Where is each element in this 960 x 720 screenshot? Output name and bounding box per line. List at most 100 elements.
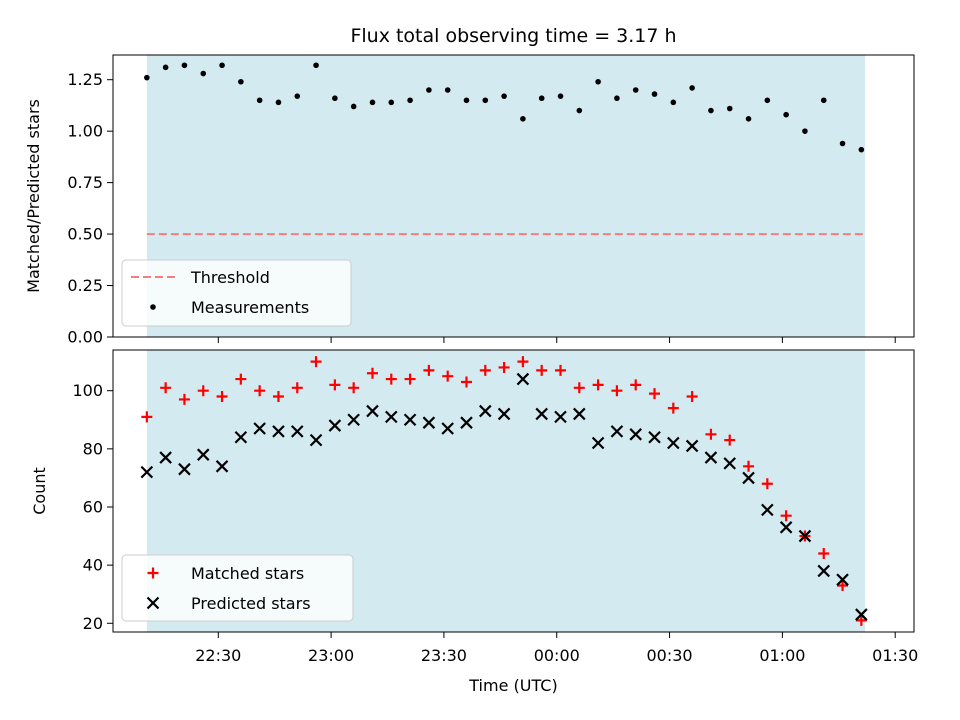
- predicted-star-point: [610, 425, 624, 438]
- top-y-tick-label: 0.00: [67, 328, 103, 347]
- matched-star-point: [555, 364, 567, 376]
- predicted-star-point: [497, 407, 511, 421]
- matched-star-point: [498, 361, 510, 373]
- predicted-star-point: [479, 404, 492, 418]
- top-plot-frame: [112, 54, 915, 338]
- matched-star-point: [818, 548, 830, 560]
- bottom-legend-box: [121, 554, 354, 622]
- matched-star-point: [442, 370, 454, 382]
- matched-star-point: [761, 478, 773, 490]
- measurement-point: [576, 107, 583, 114]
- predicted-star-point: [328, 419, 342, 432]
- bottom-x-tick-label: 00:30: [647, 646, 693, 665]
- matched-star-point: [366, 367, 378, 379]
- predicted-star-point: [196, 448, 210, 461]
- predicted-star-point: [290, 425, 304, 438]
- measurement-point: [181, 62, 188, 69]
- measurement-point: [764, 97, 771, 104]
- measurement-point: [708, 107, 714, 114]
- predicted-star-point: [629, 428, 642, 441]
- matched-star-point: [724, 434, 736, 446]
- measurement-point: [463, 97, 470, 104]
- matched-star-point: [649, 388, 661, 400]
- predicted-star-point: [761, 503, 774, 517]
- top-legend: Threshold Measurements: [121, 259, 352, 327]
- matched-star-point: [705, 428, 717, 440]
- legend-predicted-label: Predicted stars: [191, 594, 311, 613]
- legend-measurements-swatch: [150, 304, 156, 310]
- matched-star-point: [141, 411, 153, 423]
- bottom-legend: Matched stars Predicted stars: [121, 554, 354, 622]
- predicted-star-point: [422, 416, 436, 429]
- matched-star-point: [517, 356, 529, 368]
- predicted-star-point: [535, 407, 548, 421]
- chart-title: Flux total observing time = 3.17 h: [350, 25, 676, 47]
- predicted-star-point: [855, 608, 868, 621]
- matched-star-point: [536, 364, 548, 376]
- predicted-star-point: [516, 372, 530, 386]
- predicted-star-point: [272, 425, 285, 438]
- legend-predicted-swatch: [146, 596, 160, 610]
- measurement-point: [858, 146, 865, 153]
- predicted-star-point: [178, 462, 191, 476]
- measurement-point: [444, 87, 451, 93]
- bottom-x-tick-label: 23:00: [308, 646, 354, 665]
- measurement-point: [219, 62, 225, 69]
- predicted-star-point: [591, 436, 605, 450]
- bottom-plot-frame: [112, 349, 915, 633]
- measurement-point: [388, 99, 395, 106]
- measurement-point: [632, 87, 639, 93]
- measurement-point: [256, 97, 263, 104]
- measurement-point: [745, 116, 752, 122]
- matched-star-point: [423, 364, 435, 376]
- matched-star-point: [780, 510, 792, 522]
- predicted-star-point: [723, 457, 737, 470]
- legend-matched-swatch: [147, 567, 159, 579]
- measurement-point: [820, 97, 827, 104]
- measurement-point: [783, 111, 789, 118]
- matched-star-point: [216, 391, 228, 403]
- predicted-star-point: [779, 521, 793, 534]
- measurement-point: [726, 105, 733, 112]
- predicted-star-point: [573, 407, 586, 421]
- measurement-point: [557, 93, 564, 99]
- matched-star-point: [254, 385, 266, 397]
- matched-star-point: [404, 373, 416, 385]
- predicted-star-point: [385, 410, 398, 424]
- matched-star-point: [837, 579, 849, 591]
- bottom-x-tick-label: 23:30: [421, 646, 467, 665]
- measurement-point: [670, 99, 677, 106]
- matched-star-point: [178, 393, 190, 405]
- matched-star-point: [667, 402, 679, 414]
- measurement-point: [839, 140, 846, 147]
- measurement-point: [162, 64, 169, 71]
- matched-star-point: [348, 382, 360, 394]
- bottom-y-tick-label: 60: [83, 497, 103, 516]
- predicted-star-point: [403, 413, 417, 427]
- matched-star-point: [592, 379, 604, 391]
- measurement-point: [482, 97, 489, 104]
- predicted-star-point: [817, 564, 831, 578]
- measurement-point: [200, 70, 207, 77]
- predicted-star-point: [460, 416, 473, 429]
- predicted-star-point: [441, 422, 454, 435]
- measurement-point: [595, 78, 601, 85]
- measurement-point: [538, 95, 545, 102]
- matched-star-point: [310, 356, 322, 368]
- measurement-point: [426, 87, 432, 93]
- predicted-star-point: [159, 451, 172, 464]
- measurement-point: [501, 93, 507, 99]
- matched-star-point: [329, 379, 341, 391]
- predicted-star-point: [215, 460, 229, 473]
- measurement-point: [144, 74, 150, 81]
- predicted-star-point: [366, 404, 379, 418]
- top-y-tick-label: 0.25: [67, 276, 103, 295]
- measurement-point: [520, 116, 526, 122]
- predicted-star-point: [347, 413, 360, 427]
- predicted-star-point: [685, 439, 699, 453]
- bottom-y-tick-label: 100: [72, 381, 103, 400]
- measurement-point: [238, 78, 244, 85]
- matched-star-point: [197, 385, 209, 397]
- bottom-x-tick-label: 01:30: [872, 646, 918, 665]
- predicted-star-point: [667, 436, 680, 450]
